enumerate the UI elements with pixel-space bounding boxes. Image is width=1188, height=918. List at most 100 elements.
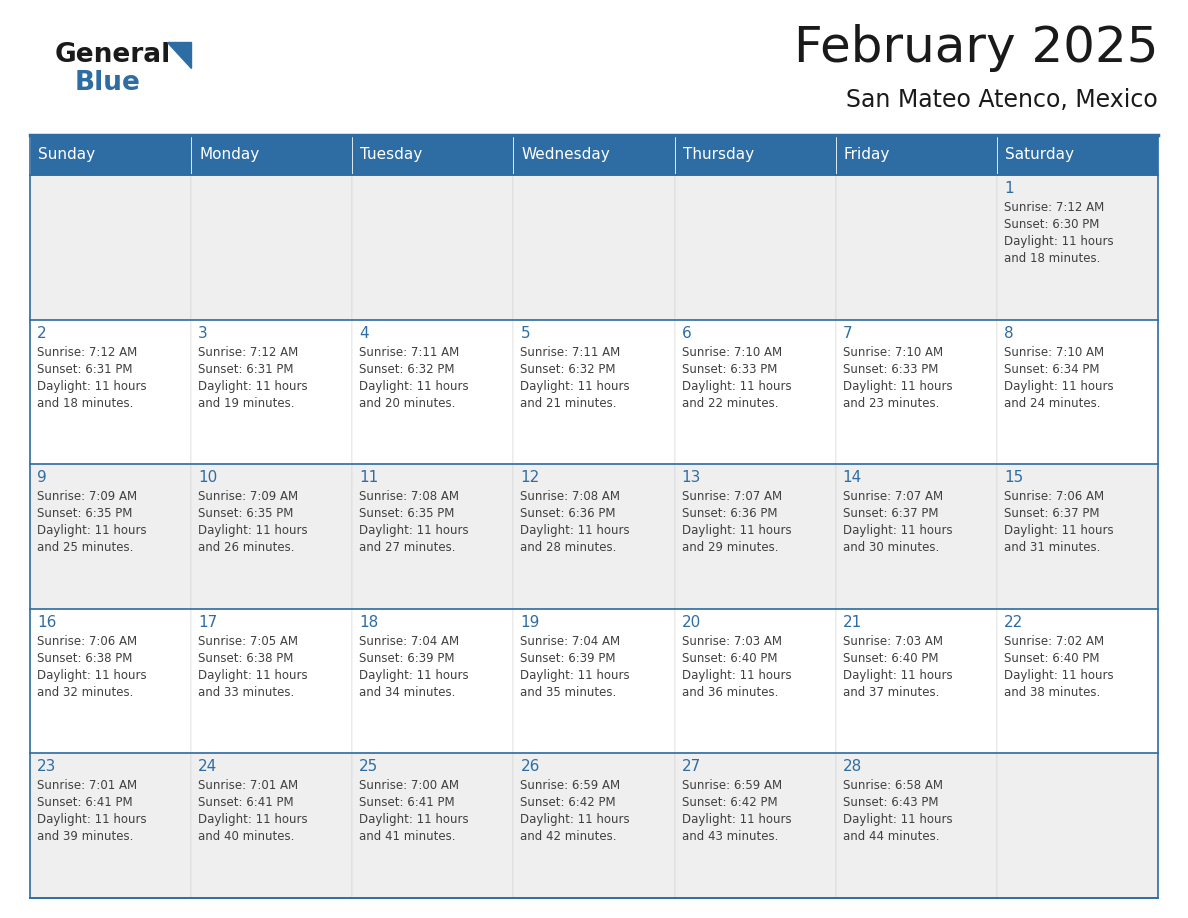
Text: and 34 minutes.: and 34 minutes. xyxy=(359,686,456,699)
Bar xyxy=(997,465,1158,609)
Text: Daylight: 11 hours: Daylight: 11 hours xyxy=(842,813,953,826)
Text: Sunset: 6:38 PM: Sunset: 6:38 PM xyxy=(198,652,293,665)
Text: Daylight: 11 hours: Daylight: 11 hours xyxy=(1004,524,1113,537)
Text: Daylight: 11 hours: Daylight: 11 hours xyxy=(842,669,953,682)
Text: and 38 minutes.: and 38 minutes. xyxy=(1004,686,1100,699)
Text: and 25 minutes.: and 25 minutes. xyxy=(37,542,133,554)
Text: 16: 16 xyxy=(37,615,56,630)
Text: Daylight: 11 hours: Daylight: 11 hours xyxy=(359,380,469,393)
Bar xyxy=(675,175,835,319)
Text: Monday: Monday xyxy=(200,148,259,162)
Text: Daylight: 11 hours: Daylight: 11 hours xyxy=(359,524,469,537)
Text: Sunrise: 7:03 AM: Sunrise: 7:03 AM xyxy=(842,635,943,648)
Text: Sunrise: 7:00 AM: Sunrise: 7:00 AM xyxy=(359,779,460,792)
Text: 8: 8 xyxy=(1004,326,1013,341)
Text: and 35 minutes.: and 35 minutes. xyxy=(520,686,617,699)
Bar xyxy=(675,609,835,754)
Text: and 18 minutes.: and 18 minutes. xyxy=(37,397,133,409)
Text: Wednesday: Wednesday xyxy=(522,148,611,162)
Text: Daylight: 11 hours: Daylight: 11 hours xyxy=(682,380,791,393)
Text: Sunrise: 7:09 AM: Sunrise: 7:09 AM xyxy=(37,490,137,503)
Text: 28: 28 xyxy=(842,759,862,775)
Bar xyxy=(835,754,997,898)
Text: 7: 7 xyxy=(842,326,852,341)
Text: and 21 minutes.: and 21 minutes. xyxy=(520,397,617,409)
Bar xyxy=(30,465,191,609)
Text: Sunset: 6:39 PM: Sunset: 6:39 PM xyxy=(520,652,615,665)
Polygon shape xyxy=(168,42,191,68)
Text: Sunrise: 7:12 AM: Sunrise: 7:12 AM xyxy=(1004,201,1104,214)
Text: and 20 minutes.: and 20 minutes. xyxy=(359,397,456,409)
Text: Sunset: 6:31 PM: Sunset: 6:31 PM xyxy=(198,363,293,375)
Text: and 41 minutes.: and 41 minutes. xyxy=(359,831,456,844)
Text: Sunset: 6:36 PM: Sunset: 6:36 PM xyxy=(682,508,777,521)
Bar xyxy=(353,319,513,465)
Text: 14: 14 xyxy=(842,470,862,486)
Text: San Mateo Atenco, Mexico: San Mateo Atenco, Mexico xyxy=(846,88,1158,112)
Text: and 37 minutes.: and 37 minutes. xyxy=(842,686,939,699)
Bar xyxy=(191,754,353,898)
Text: Saturday: Saturday xyxy=(1005,148,1074,162)
Bar xyxy=(513,135,675,175)
Text: 4: 4 xyxy=(359,326,369,341)
Text: Sunrise: 7:12 AM: Sunrise: 7:12 AM xyxy=(198,345,298,359)
Text: Sunrise: 7:05 AM: Sunrise: 7:05 AM xyxy=(198,635,298,648)
Text: 20: 20 xyxy=(682,615,701,630)
Bar xyxy=(353,175,513,319)
Bar xyxy=(997,609,1158,754)
Text: Sunset: 6:42 PM: Sunset: 6:42 PM xyxy=(520,797,617,810)
Text: 18: 18 xyxy=(359,615,379,630)
Text: 19: 19 xyxy=(520,615,539,630)
Bar xyxy=(513,754,675,898)
Bar xyxy=(191,465,353,609)
Text: 26: 26 xyxy=(520,759,539,775)
Text: Daylight: 11 hours: Daylight: 11 hours xyxy=(520,380,630,393)
Text: and 43 minutes.: and 43 minutes. xyxy=(682,831,778,844)
Text: Sunrise: 7:08 AM: Sunrise: 7:08 AM xyxy=(520,490,620,503)
Text: 5: 5 xyxy=(520,326,530,341)
Text: 23: 23 xyxy=(37,759,56,775)
Text: 10: 10 xyxy=(198,470,217,486)
Text: 11: 11 xyxy=(359,470,379,486)
Text: Sunset: 6:39 PM: Sunset: 6:39 PM xyxy=(359,652,455,665)
Text: Sunset: 6:33 PM: Sunset: 6:33 PM xyxy=(842,363,939,375)
Text: Daylight: 11 hours: Daylight: 11 hours xyxy=(198,669,308,682)
Text: Daylight: 11 hours: Daylight: 11 hours xyxy=(1004,235,1113,248)
Bar xyxy=(513,465,675,609)
Text: 9: 9 xyxy=(37,470,46,486)
Text: Blue: Blue xyxy=(75,70,141,96)
Text: Sunset: 6:38 PM: Sunset: 6:38 PM xyxy=(37,652,132,665)
Text: Sunset: 6:30 PM: Sunset: 6:30 PM xyxy=(1004,218,1099,231)
Text: Sunrise: 7:10 AM: Sunrise: 7:10 AM xyxy=(682,345,782,359)
Bar xyxy=(997,135,1158,175)
Text: Sunrise: 7:07 AM: Sunrise: 7:07 AM xyxy=(682,490,782,503)
Text: and 24 minutes.: and 24 minutes. xyxy=(1004,397,1100,409)
Text: Daylight: 11 hours: Daylight: 11 hours xyxy=(359,813,469,826)
Text: Sunrise: 6:58 AM: Sunrise: 6:58 AM xyxy=(842,779,943,792)
Text: Sunset: 6:43 PM: Sunset: 6:43 PM xyxy=(842,797,939,810)
Text: Sunset: 6:31 PM: Sunset: 6:31 PM xyxy=(37,363,133,375)
Text: Thursday: Thursday xyxy=(683,148,753,162)
Text: Daylight: 11 hours: Daylight: 11 hours xyxy=(359,669,469,682)
Text: Sunrise: 7:03 AM: Sunrise: 7:03 AM xyxy=(682,635,782,648)
Text: Sunrise: 7:09 AM: Sunrise: 7:09 AM xyxy=(198,490,298,503)
Text: Sunrise: 7:01 AM: Sunrise: 7:01 AM xyxy=(198,779,298,792)
Text: Daylight: 11 hours: Daylight: 11 hours xyxy=(520,669,630,682)
Text: Daylight: 11 hours: Daylight: 11 hours xyxy=(198,524,308,537)
Text: Sunrise: 7:06 AM: Sunrise: 7:06 AM xyxy=(37,635,137,648)
Text: Sunset: 6:40 PM: Sunset: 6:40 PM xyxy=(1004,652,1099,665)
Text: Daylight: 11 hours: Daylight: 11 hours xyxy=(37,813,146,826)
Text: and 39 minutes.: and 39 minutes. xyxy=(37,831,133,844)
Text: and 33 minutes.: and 33 minutes. xyxy=(198,686,295,699)
Text: 1: 1 xyxy=(1004,181,1013,196)
Bar xyxy=(513,175,675,319)
Bar xyxy=(513,319,675,465)
Bar xyxy=(835,175,997,319)
Text: and 40 minutes.: and 40 minutes. xyxy=(198,831,295,844)
Text: 12: 12 xyxy=(520,470,539,486)
Text: Sunset: 6:40 PM: Sunset: 6:40 PM xyxy=(682,652,777,665)
Text: and 44 minutes.: and 44 minutes. xyxy=(842,831,940,844)
Bar xyxy=(191,135,353,175)
Text: Sunset: 6:41 PM: Sunset: 6:41 PM xyxy=(359,797,455,810)
Bar xyxy=(997,175,1158,319)
